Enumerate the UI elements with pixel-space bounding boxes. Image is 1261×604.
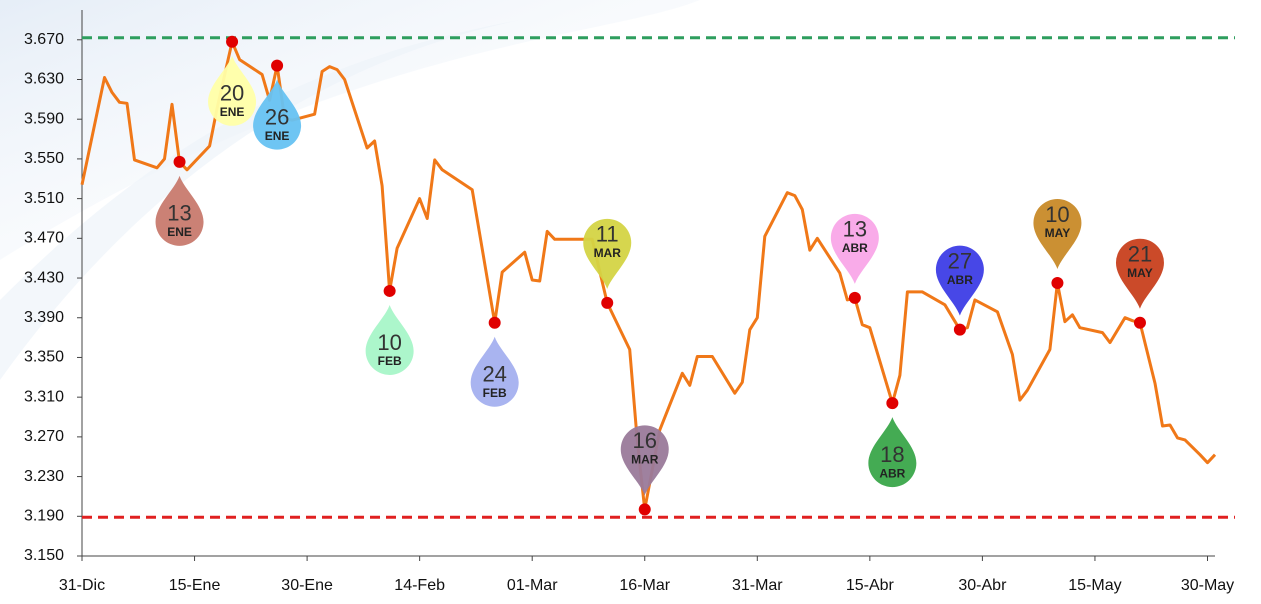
x-tick-label: 16-Mar [619, 577, 670, 594]
pin-body [1033, 199, 1082, 269]
pin-marker [488, 316, 501, 329]
pin-body [583, 218, 632, 289]
pin-day: 10 [377, 330, 401, 355]
x-tick-label: 30-Ene [281, 577, 333, 594]
pin-marker [848, 291, 861, 304]
y-tick-label: 3.430 [24, 269, 64, 286]
pin-month: ENE [265, 129, 290, 143]
pin-body [620, 425, 669, 496]
y-tick-label: 3.590 [24, 110, 64, 127]
x-tick-label: 15-Abr [846, 577, 895, 594]
pin-day: 13 [167, 201, 191, 226]
x-tick-label: 01-Mar [507, 577, 558, 594]
pin-marker [226, 35, 239, 48]
pin-marker [601, 296, 614, 309]
y-tick-label: 3.550 [24, 150, 64, 167]
pin-marker [953, 323, 966, 336]
pin-body [935, 245, 984, 316]
x-tick-label: 31-Dic [59, 577, 105, 594]
pin-month: ENE [167, 225, 192, 239]
pin-body [470, 336, 519, 407]
pin-month: ABR [947, 273, 973, 287]
x-tick-label: 30-Abr [958, 577, 1007, 594]
x-tick-label: 15-Ene [169, 577, 221, 594]
y-tick-label: 3.390 [24, 309, 64, 326]
price-line [80, 40, 1217, 511]
x-tick-label: 14-Feb [394, 577, 445, 594]
pin-month: MAY [1045, 226, 1071, 240]
pin-body [365, 304, 414, 375]
pin-day: 16 [633, 428, 657, 453]
y-tick-label: 3.310 [24, 388, 64, 405]
y-tick-label: 3.270 [24, 428, 64, 445]
pin-marker [886, 397, 899, 410]
pin-marker [173, 155, 186, 168]
y-tick-label: 3.630 [24, 71, 64, 88]
y-tick-label: 3.150 [24, 547, 64, 564]
pin-day: 24 [482, 362, 506, 387]
pin-month: ABR [879, 466, 905, 480]
pin-body [868, 417, 917, 488]
y-tick-label: 3.230 [24, 468, 64, 485]
pin-day: 13 [843, 217, 867, 242]
pin-day: 10 [1045, 202, 1069, 227]
y-tick-label: 3.350 [24, 349, 64, 366]
pin-day: 18 [880, 442, 904, 467]
x-tick-label: 31-Mar [732, 577, 783, 594]
background-swoosh [0, 0, 700, 260]
pin-marker [271, 59, 284, 72]
pin-body [1115, 238, 1164, 309]
pin-day: 11 [596, 222, 619, 247]
pin-body [155, 175, 204, 246]
y-tick-label: 3.470 [24, 230, 64, 247]
pin-body [830, 213, 879, 284]
pin-month: FEB [378, 354, 402, 368]
pin-body [253, 79, 302, 150]
pin-day: 20 [220, 81, 244, 106]
pin-marker [383, 284, 396, 297]
pin-month: MAR [594, 246, 622, 260]
y-tick-label: 3.510 [24, 190, 64, 207]
x-tick-label: 15-May [1068, 577, 1121, 594]
pin-month: ENE [220, 105, 245, 119]
pin-month: ABR [842, 241, 868, 255]
x-tick-label: 30-May [1181, 577, 1234, 594]
pin-body [208, 55, 257, 126]
pin-marker [1051, 277, 1064, 289]
pin-month: MAY [1127, 266, 1153, 280]
pin-month: FEB [483, 386, 507, 400]
y-tick-label: 3.190 [24, 508, 64, 525]
pin-day: 26 [265, 104, 289, 129]
pin-marker [1133, 316, 1146, 329]
pin-day: 27 [948, 248, 972, 273]
pin-day: 21 [1128, 242, 1152, 267]
pin-marker [638, 503, 651, 516]
pin-month: MAR [631, 453, 659, 467]
y-tick-label: 3.670 [24, 31, 64, 48]
